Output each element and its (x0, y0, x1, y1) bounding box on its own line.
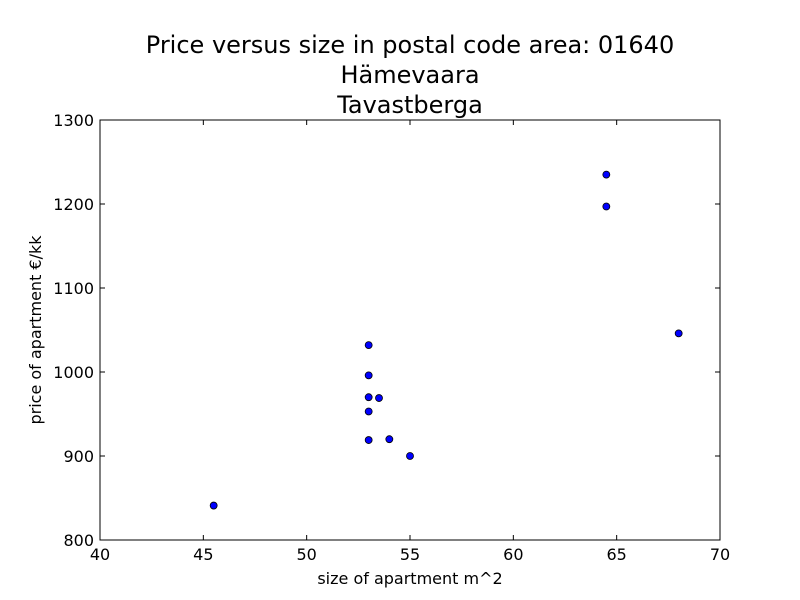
y-tick-label: 1300 (53, 111, 94, 130)
y-axis-ticks: 800 900 1000 1100 1200 1300 (53, 111, 720, 550)
data-point (602, 170, 611, 179)
y-tick-label: 1200 (53, 195, 94, 214)
y-axis-label: price of apartment €/kk (26, 235, 45, 425)
data-point (385, 435, 394, 444)
data-point (209, 501, 218, 510)
data-point (375, 394, 383, 402)
y-tick-label: 800 (63, 531, 94, 550)
data-point (364, 407, 373, 416)
x-tick-label: 70 (710, 545, 730, 564)
y-tick-label: 1000 (53, 363, 94, 382)
x-tick-label: 55 (400, 545, 420, 564)
chart-title-line-1: Price versus size in postal code area: 0… (146, 31, 674, 59)
x-tick-label: 60 (503, 545, 523, 564)
x-tick-label: 50 (296, 545, 316, 564)
x-tick-label: 40 (90, 545, 110, 564)
data-point (364, 371, 373, 380)
x-tick-label: 45 (193, 545, 213, 564)
data-point (406, 452, 414, 460)
data-point (364, 393, 373, 402)
chart-title-line-2: Hämevaara (340, 61, 479, 89)
x-axis-label: size of apartment m^2 (317, 569, 502, 588)
x-tick-label: 65 (606, 545, 626, 564)
y-tick-label: 900 (63, 447, 94, 466)
data-point (674, 329, 683, 338)
data-point (364, 436, 373, 444)
data-point (364, 341, 373, 350)
data-points (209, 170, 683, 510)
x-axis-ticks: 40 45 50 55 60 65 70 (90, 120, 730, 564)
data-point (602, 202, 611, 211)
plot-area (99, 119, 721, 541)
chart-title-line-3: Tavastberga (336, 91, 483, 119)
y-tick-label: 1100 (53, 279, 94, 298)
chart-title: Price versus size in postal code area: 0… (146, 31, 674, 119)
